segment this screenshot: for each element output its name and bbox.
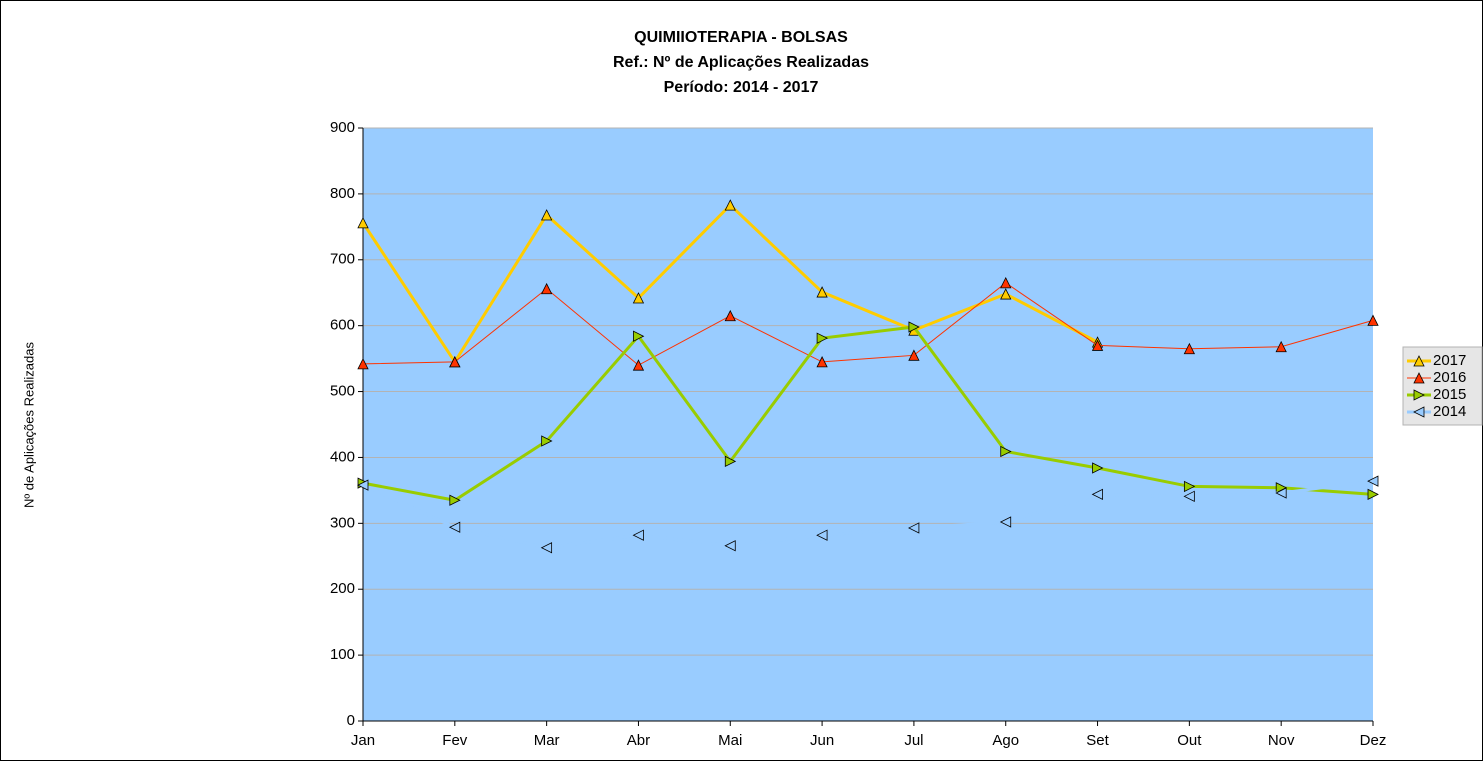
y-tick-label: 100 [330, 646, 355, 663]
legend-marker [1413, 355, 1425, 367]
x-tick-label: Ago [992, 732, 1019, 749]
x-tick-label: Jul [904, 732, 923, 749]
point-marker [724, 540, 736, 552]
point-marker [724, 199, 736, 211]
point-marker [1092, 462, 1104, 474]
point-marker [1000, 276, 1012, 289]
point-marker [632, 359, 645, 371]
y-tick-label: 800 [330, 185, 355, 202]
point-marker [449, 494, 461, 506]
point-marker [908, 522, 920, 534]
y-tick-label: 0 [347, 712, 355, 729]
series-line [362, 282, 1374, 366]
y-axis-label: Nº de Aplicações Realizadas [21, 342, 36, 508]
point-marker [633, 330, 645, 342]
point-marker [357, 357, 369, 370]
legend-label: 2015 [1433, 386, 1466, 403]
point-marker [1183, 480, 1196, 493]
point-marker [1000, 445, 1012, 458]
point-marker [724, 455, 737, 468]
x-tick-label: Out [1177, 732, 1202, 749]
point-marker [816, 356, 828, 368]
point-marker [1091, 488, 1103, 500]
legend-marker [1413, 389, 1425, 401]
point-marker [541, 435, 553, 447]
point-marker [357, 216, 369, 229]
y-tick-label: 400 [330, 448, 355, 465]
y-tick-label: 700 [330, 251, 355, 268]
point-marker [540, 209, 553, 221]
point-marker [816, 286, 828, 298]
point-marker [1367, 488, 1379, 500]
point-marker [357, 479, 369, 491]
point-marker [908, 349, 920, 361]
point-marker [1091, 339, 1104, 351]
point-marker [816, 529, 828, 541]
y-tick-label: 500 [330, 383, 355, 400]
legend-marker [1413, 372, 1425, 384]
x-tick-label: Abr [627, 732, 650, 749]
series-line [362, 479, 1374, 550]
x-tick-label: Jun [810, 732, 834, 749]
chart-subtitle: Período: 2014 - 2017 [664, 79, 819, 96]
x-tick-label: Mar [534, 732, 560, 749]
chart-subtitle: Ref.: Nº de Aplicações Realizadas [613, 54, 869, 71]
point-marker [1000, 288, 1012, 300]
x-tick-label: Jan [351, 732, 375, 749]
point-marker [632, 529, 644, 541]
point-marker [449, 356, 461, 368]
x-tick-label: Dez [1360, 732, 1387, 749]
chart-title: QUIMIIOTERAPIA - BOLSAS [634, 29, 848, 46]
point-marker [540, 282, 553, 295]
y-tick-label: 300 [330, 514, 355, 531]
series-line [362, 325, 1374, 502]
point-marker [1367, 314, 1379, 326]
point-marker [816, 332, 828, 344]
x-tick-label: Fev [442, 732, 468, 749]
point-marker [1367, 475, 1379, 487]
point-marker [1183, 342, 1196, 355]
point-marker [908, 321, 920, 333]
x-tick-label: Set [1086, 732, 1109, 749]
x-tick-label: Nov [1268, 732, 1295, 749]
point-marker [540, 542, 553, 554]
y-tick-label: 200 [330, 580, 355, 597]
legend-label: 2016 [1433, 369, 1466, 386]
point-marker [632, 292, 645, 304]
legend-label: 2014 [1433, 403, 1466, 420]
point-marker [999, 516, 1012, 528]
x-tick-label: Mai [718, 732, 742, 749]
legend-label: 2017 [1433, 352, 1466, 369]
point-marker [1275, 340, 1287, 353]
point-marker [1183, 490, 1195, 502]
plot-area [363, 128, 1373, 721]
point-marker [448, 521, 461, 533]
y-tick-label: 900 [330, 119, 355, 136]
y-tick-label: 600 [330, 317, 355, 334]
legend-marker [1413, 406, 1425, 418]
point-marker [724, 309, 736, 322]
point-marker [1275, 487, 1287, 499]
